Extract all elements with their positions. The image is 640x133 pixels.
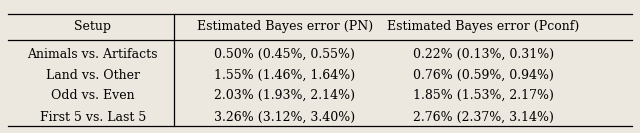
Text: Land vs. Other: Land vs. Other <box>46 69 140 82</box>
Text: 0.22% (0.13%, 0.31%): 0.22% (0.13%, 0.31%) <box>413 48 554 61</box>
Text: Estimated Bayes error (Pconf): Estimated Bayes error (Pconf) <box>387 20 579 33</box>
Text: 0.76% (0.59%, 0.94%): 0.76% (0.59%, 0.94%) <box>413 69 554 82</box>
Text: 0.50% (0.45%, 0.55%): 0.50% (0.45%, 0.55%) <box>214 48 355 61</box>
Text: Odd vs. Even: Odd vs. Even <box>51 89 134 102</box>
Text: 3.26% (3.12%, 3.40%): 3.26% (3.12%, 3.40%) <box>214 111 355 124</box>
Text: 1.85% (1.53%, 2.17%): 1.85% (1.53%, 2.17%) <box>413 89 554 102</box>
Text: Setup: Setup <box>74 20 111 33</box>
Text: 2.76% (2.37%, 3.14%): 2.76% (2.37%, 3.14%) <box>413 111 554 124</box>
Text: Animals vs. Artifacts: Animals vs. Artifacts <box>28 48 158 61</box>
Text: Estimated Bayes error (PN): Estimated Bayes error (PN) <box>196 20 373 33</box>
Text: 1.55% (1.46%, 1.64%): 1.55% (1.46%, 1.64%) <box>214 69 355 82</box>
Text: 2.03% (1.93%, 2.14%): 2.03% (1.93%, 2.14%) <box>214 89 355 102</box>
Text: First 5 vs. Last 5: First 5 vs. Last 5 <box>40 111 146 124</box>
